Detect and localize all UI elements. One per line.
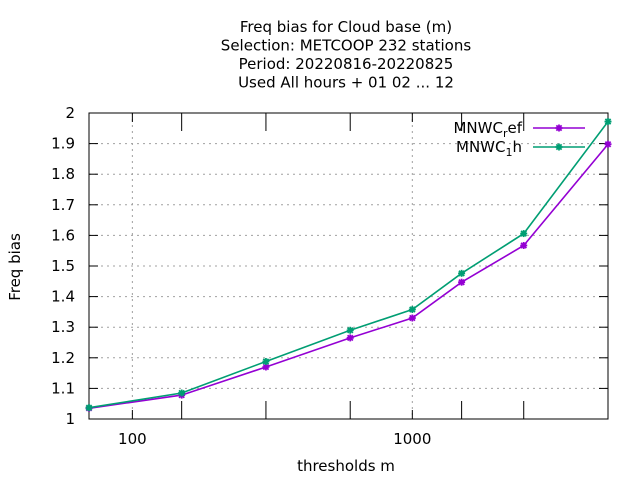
y-tick-label: 1.6 <box>51 226 75 244</box>
data-point <box>408 314 416 322</box>
chart-title: Freq bias for Cloud base (m)Selection: M… <box>221 18 472 92</box>
data-point <box>346 326 354 334</box>
legend-marker <box>555 143 563 151</box>
x-tick-label: 1000 <box>393 430 431 448</box>
data-point <box>408 305 416 313</box>
y-tick-label: 2 <box>65 104 75 122</box>
data-point <box>262 363 270 371</box>
axis-ticks: 1 1.1 1.2 1.3 1.4 1.5 1.6 1.7 1.8 1.9 2 100 1000 <box>51 104 609 448</box>
data-point <box>604 140 612 148</box>
y-tick-label: 1.5 <box>51 257 75 275</box>
series <box>85 118 612 412</box>
y-tick-label: 1.4 <box>51 288 75 306</box>
y-tick-label: 1.7 <box>51 196 75 214</box>
data-point <box>458 278 466 286</box>
grid <box>89 113 608 419</box>
y-axis-label: Freq bias <box>6 233 24 301</box>
data-point <box>458 269 466 277</box>
data-point <box>85 404 93 412</box>
data-point <box>178 389 186 397</box>
title-line: Selection: METCOOP 232 stations <box>221 37 472 55</box>
series-line <box>88 143 609 410</box>
y-tick-label: 1.8 <box>51 165 75 183</box>
y-tick-label: 1.1 <box>51 379 75 397</box>
y-tick-label: 1 <box>65 410 75 428</box>
title-line: Period: 20220816-20220825 <box>239 55 454 73</box>
legend-marker <box>555 124 563 132</box>
legend-label: MNWC1h <box>456 138 522 159</box>
data-point <box>520 241 528 249</box>
y-tick-label: 1.9 <box>51 135 75 153</box>
series-line <box>88 121 609 409</box>
legend-label: MNWCref <box>453 119 522 140</box>
data-point <box>346 334 354 342</box>
y-tick-label: 1.3 <box>51 318 75 336</box>
title-line: Used All hours + 01 02 ... 12 <box>238 74 454 92</box>
x-tick-label: 100 <box>118 430 147 448</box>
y-tick-label: 1.2 <box>51 349 75 367</box>
data-point <box>262 357 270 365</box>
title-line: Freq bias for Cloud base (m) <box>240 18 452 36</box>
data-point <box>604 118 612 126</box>
x-axis-label: thresholds m <box>297 457 395 475</box>
data-point <box>520 230 528 238</box>
